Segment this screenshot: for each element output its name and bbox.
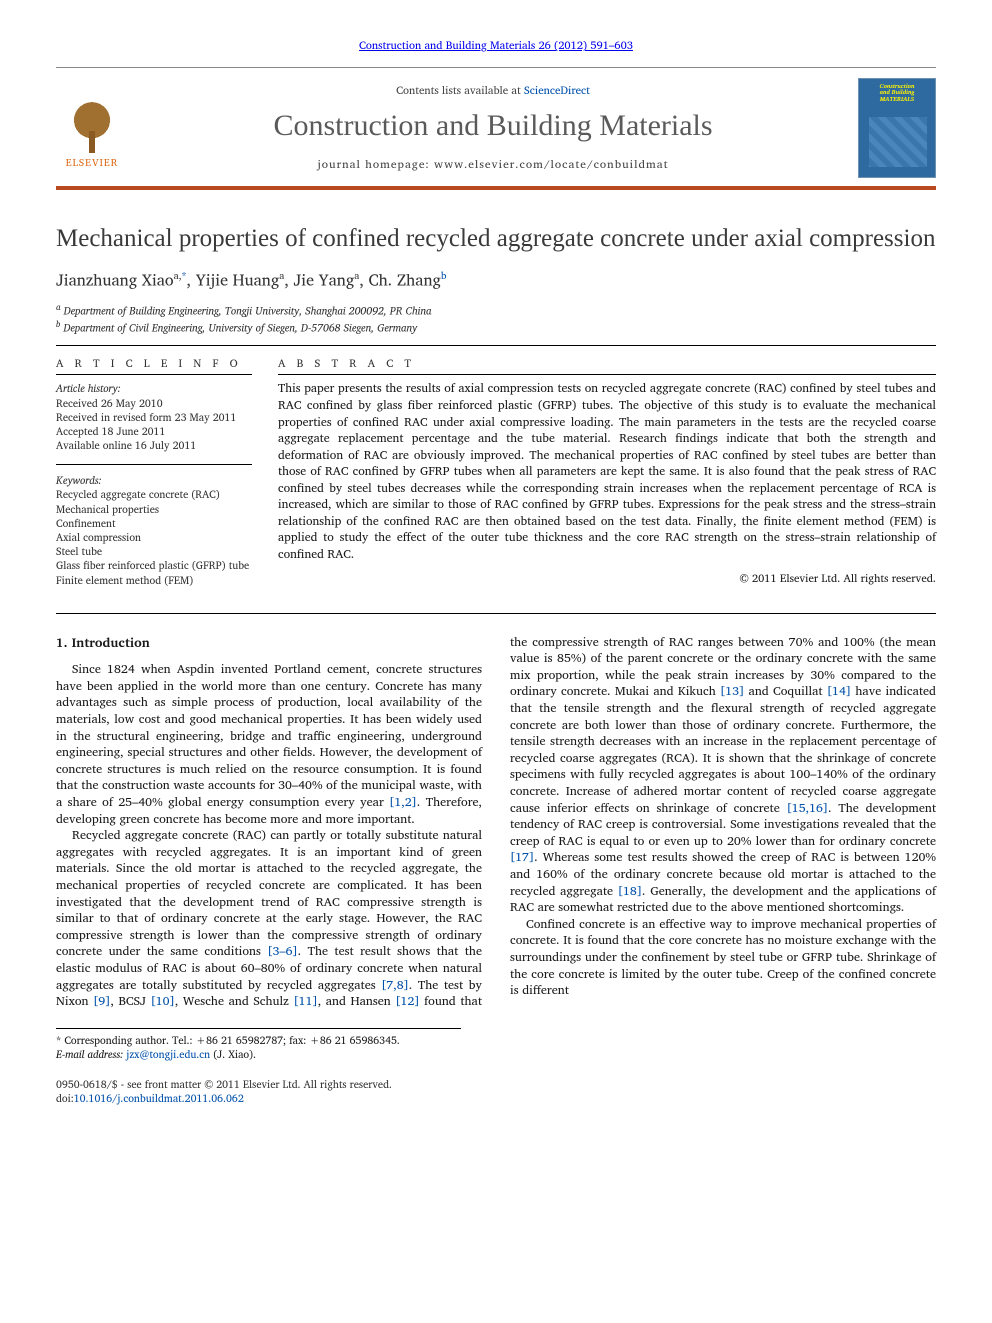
- info-abs-top-rule: [56, 345, 936, 346]
- affiliations: a Department of Building Engineering, To…: [56, 302, 936, 334]
- affiliation-a: a Department of Building Engineering, To…: [56, 302, 936, 318]
- elsevier-tree-icon: [63, 97, 121, 155]
- journal-title: Construction and Building Materials: [142, 106, 844, 147]
- author-3-affil: a: [354, 268, 359, 284]
- elsevier-logo: ELSEVIER: [56, 85, 128, 171]
- article-info-head: A R T I C L E I N F O: [56, 356, 252, 376]
- doi-link[interactable]: 10.1016/j.conbuildmat.2011.06.062: [74, 1089, 244, 1107]
- cover-line-3: MATERIALS: [859, 96, 935, 103]
- intro-para-1: Since 1824 when Aspdin invented Portland…: [56, 661, 482, 827]
- keywords-block: Keywords: Recycled aggregate concrete (R…: [56, 473, 252, 586]
- keyword-6: Finite element method (FEM): [56, 573, 252, 587]
- masthead-center: Contents lists available at ScienceDirec…: [142, 83, 844, 172]
- footnotes: * Corresponding author. Tel.: +86 21 659…: [56, 1028, 461, 1061]
- author-list: Jianzhuang Xiaoa,*, Yijie Huanga, Jie Ya…: [56, 270, 936, 292]
- masthead: ELSEVIER Contents lists available at Sci…: [56, 68, 936, 190]
- contents-prefix: Contents lists available at: [396, 81, 524, 99]
- abstract-text: This paper presents the results of axial…: [278, 381, 936, 563]
- abstract-column: A B S T R A C T This paper presents the …: [278, 356, 936, 599]
- email-label: E-mail address:: [56, 1045, 126, 1063]
- author-4-affil-link[interactable]: b: [441, 268, 447, 284]
- journal-reference-link[interactable]: Construction and Building Materials 26 (…: [359, 36, 633, 54]
- cite-9[interactable]: [9]: [93, 991, 110, 1011]
- article-history: Article history: Received 26 May 2010 Re…: [56, 381, 252, 452]
- corresponding-star-link[interactable]: *: [182, 268, 187, 284]
- email-tail: (J. Xiao).: [210, 1045, 256, 1063]
- abstract-copyright: © 2011 Elsevier Ltd. All rights reserved…: [278, 571, 936, 586]
- author-2-affil: a: [279, 268, 284, 284]
- author-1-affil: a,*: [174, 268, 187, 284]
- body-columns: 1. Introduction Since 1824 when Aspdin i…: [56, 634, 936, 1010]
- email-footnote: E-mail address: jzx@tongji.edu.cn (J. Xi…: [56, 1047, 461, 1061]
- author-3: Jie Yang: [294, 268, 355, 294]
- intro-para-3: Confined concrete is an effective way to…: [510, 916, 936, 999]
- contents-line: Contents lists available at ScienceDirec…: [142, 83, 844, 98]
- abstract-head: A B S T R A C T: [278, 356, 936, 376]
- author-2: Yijie Huang: [196, 268, 280, 294]
- author-4-affil: b: [441, 268, 447, 284]
- author-4: Ch. Zhang: [369, 268, 441, 294]
- bottom-meta: 0950-0618/$ - see front matter © 2011 El…: [56, 1077, 936, 1105]
- cite-10[interactable]: [10]: [151, 991, 175, 1011]
- doi-line: doi:10.1016/j.conbuildmat.2011.06.062: [56, 1091, 936, 1105]
- sciencedirect-link[interactable]: ScienceDirect: [524, 81, 590, 99]
- cite-12[interactable]: [12]: [395, 991, 419, 1011]
- doi-label: doi:: [56, 1089, 74, 1107]
- elsevier-wordmark: ELSEVIER: [66, 157, 118, 171]
- cite-11[interactable]: [11]: [293, 991, 317, 1011]
- journal-cover-thumb: Construction and Building MATERIALS: [858, 78, 936, 178]
- history-online: Available online 16 July 2011: [56, 438, 252, 452]
- article-title: Mechanical properties of confined recycl…: [56, 224, 936, 255]
- info-abstract-row: A R T I C L E I N F O Article history: R…: [56, 356, 936, 614]
- article-info-column: A R T I C L E I N F O Article history: R…: [56, 356, 252, 599]
- section-1-heading: 1. Introduction: [56, 634, 482, 652]
- journal-reference: Construction and Building Materials 26 (…: [56, 38, 936, 53]
- journal-homepage: journal homepage: www.elsevier.com/locat…: [142, 157, 844, 173]
- author-1: Jianzhuang Xiao: [56, 268, 174, 294]
- email-link[interactable]: jzx@tongji.edu.cn: [126, 1045, 210, 1063]
- info-divider: [56, 464, 252, 465]
- affiliation-b: b Department of Civil Engineering, Unive…: [56, 319, 936, 335]
